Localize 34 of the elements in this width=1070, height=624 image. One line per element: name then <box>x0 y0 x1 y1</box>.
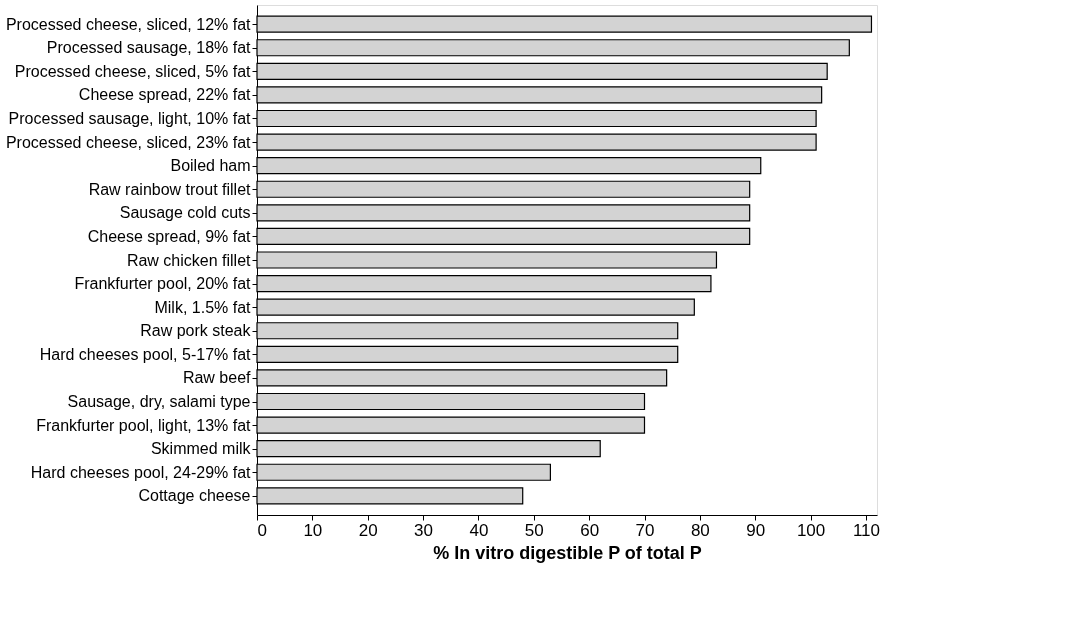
y-tick-label: Cheese spread, 22% fat <box>78 86 252 104</box>
x-tick-label: 0 <box>257 520 267 540</box>
x-tick-label: 40 <box>469 520 489 540</box>
x-tick-label: 60 <box>580 520 600 540</box>
y-tick-label: Raw beef <box>182 369 252 387</box>
y-tick-label: Processed cheese, sliced, 12% fat <box>5 15 252 33</box>
y-tick-label: Raw rainbow trout fillet <box>88 180 252 198</box>
x-axis-title: % In vitro digestible P of total P <box>433 542 702 563</box>
y-tick-label: Processed sausage, light, 10% fat <box>8 109 252 127</box>
y-tick-label: Frankfurter pool, light, 13% fat <box>36 416 252 434</box>
x-tick-label: 70 <box>635 520 655 540</box>
x-tick-label: 30 <box>414 520 434 540</box>
y-tick-label: Sausage cold cuts <box>119 204 251 222</box>
y-tick-label: Raw pork steak <box>140 322 252 340</box>
y-tick-label: Raw chicken fillet <box>126 251 252 269</box>
y-tick-label: Cottage cheese <box>138 487 251 505</box>
y-tick-label: Sausage, dry, salami type <box>67 393 251 411</box>
x-tick-label: 100 <box>796 520 826 540</box>
y-tick-label: Hard cheeses pool, 24-29% fat <box>30 463 252 481</box>
y-tick-label: Skimmed milk <box>150 440 252 458</box>
x-tick-label: 90 <box>746 520 766 540</box>
y-tick-label: Cheese spread, 9% fat <box>87 227 252 245</box>
y-tick-label: Boiled ham <box>170 157 251 175</box>
x-tick-label: 50 <box>524 520 544 540</box>
x-tick-label: 110 <box>852 520 880 540</box>
y-tick-label: Processed cheese, sliced, 23% fat <box>5 133 252 151</box>
x-tick-label: 20 <box>358 520 378 540</box>
y-tick-label: Frankfurter pool, 20% fat <box>74 275 252 293</box>
x-tick-label: 80 <box>690 520 710 540</box>
y-tick-label: Milk, 1.5% fat <box>154 298 252 316</box>
y-tick-label: Processed cheese, sliced, 5% fat <box>14 62 252 80</box>
y-tick-label: Processed sausage, 18% fat <box>46 39 252 57</box>
y-tick-label: Hard cheeses pool, 5-17% fat <box>39 345 252 363</box>
x-tick-label: 10 <box>303 520 323 540</box>
